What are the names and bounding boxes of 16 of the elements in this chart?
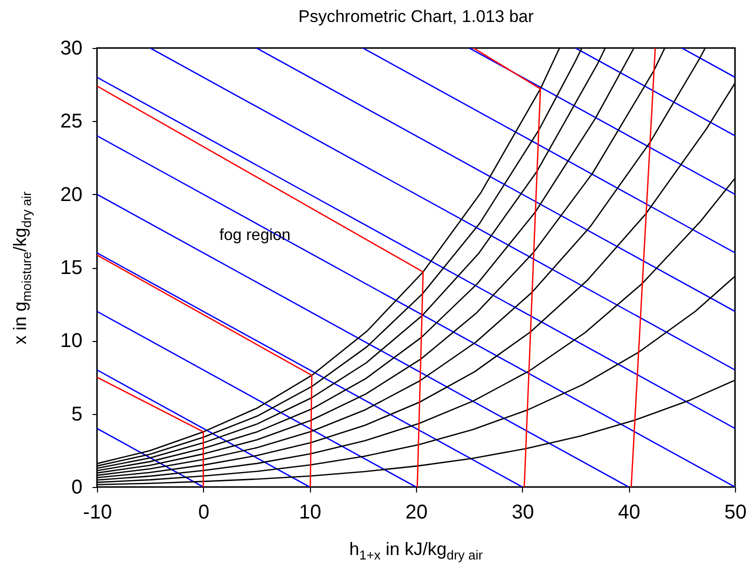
x-tick-label: -10 [83, 502, 112, 524]
chart-title: Psychrometric Chart, 1.013 bar [298, 7, 534, 26]
x-tick-label: 40 [618, 502, 640, 524]
x-tick-label: 50 [724, 502, 747, 524]
y-tick-label: 20 [60, 184, 82, 206]
x-tick-label: 10 [299, 502, 322, 524]
y-tick-label: 5 [71, 403, 82, 426]
y-tick-label: 30 [60, 38, 82, 60]
x-axis-title: h$_{1+x}$ in kJ/kg$_{dry air}$ [349, 539, 483, 563]
y-tick-label: 10 [60, 330, 82, 352]
y-tick-label: 0 [71, 476, 82, 498]
x-tick-label: 0 [198, 502, 210, 524]
y-tick-label: 25 [60, 110, 82, 133]
y-tick-label: 15 [60, 257, 82, 279]
x-tick-label: 30 [512, 502, 534, 524]
x-tick-label: 20 [405, 502, 428, 524]
